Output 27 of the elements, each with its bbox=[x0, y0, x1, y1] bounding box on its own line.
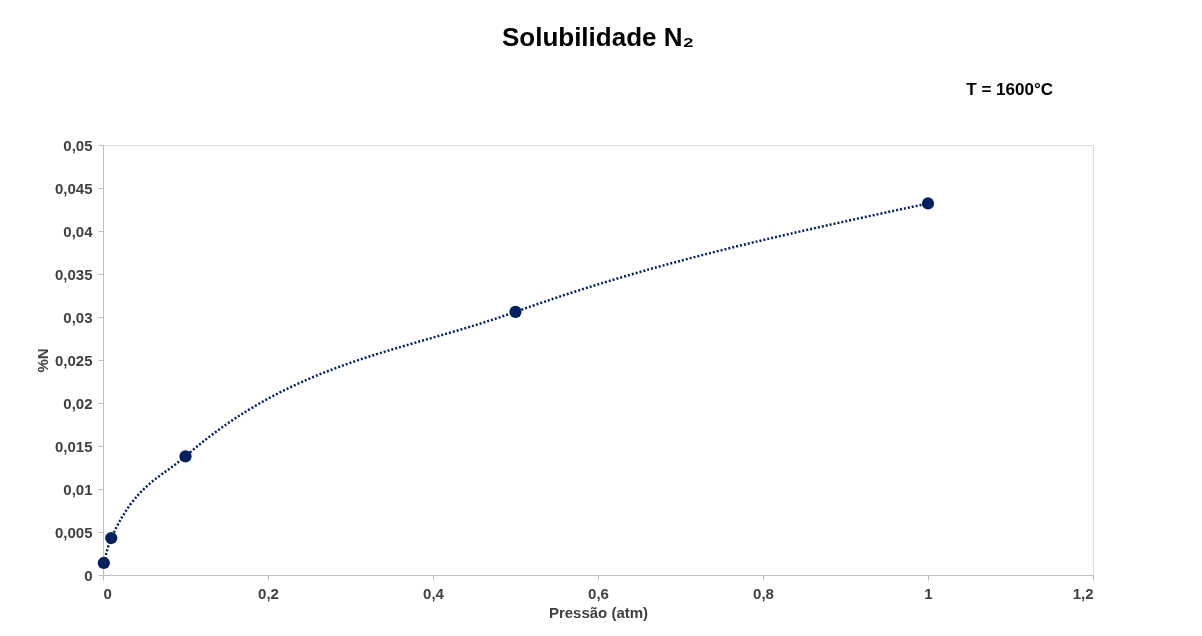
x-tick-label: 1,2 bbox=[1072, 584, 1094, 602]
x-tick-label: 0,6 bbox=[588, 584, 609, 602]
y-axis-title: %N bbox=[33, 348, 51, 373]
point bbox=[105, 531, 118, 545]
y-tick-label: 0,015 bbox=[54, 437, 93, 455]
y-tick-label: 0,02 bbox=[63, 394, 93, 412]
x-tick-label: 0 bbox=[103, 584, 112, 602]
y-tick-label: 0,04 bbox=[63, 222, 94, 240]
y-tick-label: 0,01 bbox=[63, 480, 93, 498]
x-axis-title: Pressão (atm) bbox=[548, 603, 649, 621]
x-tick-label: 0,8 bbox=[753, 584, 774, 602]
point bbox=[921, 197, 935, 210]
x-tick-label: 0,4 bbox=[423, 584, 445, 602]
point bbox=[97, 556, 110, 570]
point bbox=[179, 450, 192, 463]
y-tick-label: 0,005 bbox=[54, 523, 93, 541]
x-tick-label: 0,2 bbox=[258, 584, 279, 602]
x-tick-label: 1 bbox=[924, 584, 933, 602]
y-tick-label: 0,05 bbox=[63, 136, 93, 154]
y-tick-label: 0,045 bbox=[54, 179, 93, 197]
y-tick-label: 0,025 bbox=[54, 351, 93, 369]
chart-title: Solubilidade N₂ bbox=[501, 22, 695, 52]
y-tick-label: 0 bbox=[84, 566, 93, 584]
y-tick-label: 0,035 bbox=[54, 265, 93, 283]
point bbox=[509, 305, 522, 318]
text: T = 1600°C bbox=[966, 80, 1053, 99]
y-tick-label: 0,03 bbox=[63, 308, 93, 326]
